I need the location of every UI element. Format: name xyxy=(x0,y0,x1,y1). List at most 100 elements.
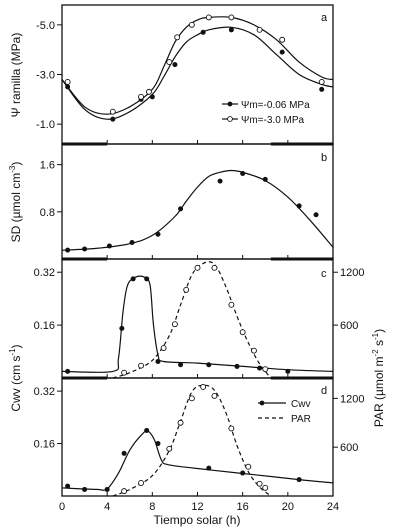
data-point-d-1-4 xyxy=(188,395,195,402)
data-point-b-0-3 xyxy=(129,239,135,245)
y-axis-label-b-main: SD (µmol cm xyxy=(9,173,23,243)
data-point-a-1-0 xyxy=(64,78,71,85)
x-axis-label: Tiempo solar (h) xyxy=(154,513,241,527)
data-point-b-0-4 xyxy=(155,231,161,237)
data-point-d-1-1 xyxy=(138,480,144,486)
y2-tick-label-d-1: 1200 xyxy=(340,393,364,405)
y-tick-label-b-1: 1.6 xyxy=(40,160,55,172)
series-line-c-0 xyxy=(61,275,334,373)
legend-d-text-par: PAR xyxy=(291,414,311,425)
y-tick-label-a-2: -5.0 xyxy=(36,20,55,32)
data-point-b-0-5 xyxy=(178,206,184,212)
series-line-c-1 xyxy=(112,261,272,379)
y-axis-label-cwv: Cwv (cm s-1) xyxy=(8,344,23,411)
data-point-a-1-4 xyxy=(166,59,173,66)
data-point-b-0-0 xyxy=(65,247,71,253)
series-line-d-1 xyxy=(112,384,272,497)
y-tick-label-c-0: 0.16 xyxy=(34,320,55,332)
y-tick-label-d-1: 0.32 xyxy=(34,386,55,398)
data-point-c-1-6 xyxy=(211,264,218,271)
data-point-c-0-4 xyxy=(155,358,161,364)
data-point-a-1-5 xyxy=(174,34,181,41)
data-point-d-1-2 xyxy=(166,445,173,452)
legend-a: Ψm=-0.06 MPa Ψm=-3.0 MPa xyxy=(222,100,310,126)
data-point-c-0-3 xyxy=(144,276,150,282)
data-point-d-0-4 xyxy=(144,427,150,433)
legend-d-marker-cwv xyxy=(259,400,265,406)
data-point-d-1-0 xyxy=(121,488,128,495)
y-tick-label-d-0: 0.16 xyxy=(34,439,55,451)
data-point-a-0-7 xyxy=(279,49,285,55)
y-axis-label-cwv-sup: -1 xyxy=(8,348,17,356)
panel-letter-a: a xyxy=(321,12,328,24)
data-point-a-1-7 xyxy=(205,14,212,21)
y2-axis-label-par-sup1: -2 xyxy=(371,349,380,357)
data-point-b-0-1 xyxy=(82,246,88,252)
panel-letter-c: c xyxy=(321,268,327,280)
y2-axis-label-par-mid: s xyxy=(372,340,386,349)
y2-axis-label-par-sup2: -1 xyxy=(371,332,380,340)
data-point-b-0-2 xyxy=(106,243,112,249)
data-point-d-0-1 xyxy=(82,486,88,492)
data-point-d-0-6 xyxy=(206,465,212,471)
y-axis-label-b: SD (µmol cm-3) xyxy=(8,162,23,243)
y-tick-label-b-0: 0.8 xyxy=(40,207,55,219)
x-tick-label-2: 8 xyxy=(149,501,155,513)
y-axis-label-a: Ψ ramilla (MPa) xyxy=(9,33,23,118)
data-point-a-1-9 xyxy=(256,26,263,33)
data-point-a-0-5 xyxy=(200,29,206,35)
data-point-a-1-6 xyxy=(188,21,195,28)
data-point-b-0-9 xyxy=(296,203,302,209)
x-tick-label-0: 0 xyxy=(59,501,65,513)
data-point-b-0-8 xyxy=(262,176,268,182)
data-point-c-1-2 xyxy=(160,345,167,351)
data-point-a-1-1 xyxy=(109,108,116,115)
data-point-c-1-4 xyxy=(183,286,190,293)
y-axis-label-b-end: ) xyxy=(9,162,23,166)
night-bars xyxy=(62,142,333,380)
data-point-d-0-5 xyxy=(155,441,161,447)
y-tick-label-a-0: -1.0 xyxy=(36,119,55,131)
data-point-c-1-3 xyxy=(171,321,178,328)
data-point-c-1-10 xyxy=(262,366,269,373)
data-point-c-1-8 xyxy=(239,329,246,336)
data-point-c-0-1 xyxy=(119,325,125,331)
y-axis-label-cwv-main: Cwv (cm s xyxy=(9,356,23,412)
data-point-c-1-1 xyxy=(138,362,144,369)
data-point-d-1-6 xyxy=(211,392,218,399)
data-point-a-0-8 xyxy=(319,86,325,92)
x-tick-label-1: 4 xyxy=(104,501,110,513)
data-point-c-0-7 xyxy=(234,363,240,369)
y-axis-label-b-sup: -3 xyxy=(8,165,17,173)
series-line-d-0 xyxy=(61,430,334,491)
data-point-b-0-10 xyxy=(313,212,319,218)
data-point-c-1-5 xyxy=(194,264,201,271)
y2-tick-label-c-0: 600 xyxy=(340,320,358,332)
panel-letter-d: d xyxy=(321,385,327,397)
data-point-d-1-7 xyxy=(228,425,235,432)
legend-a-text-1: Ψm=-0.06 MPa xyxy=(241,100,310,111)
data-point-c-0-5 xyxy=(178,362,184,368)
data-point-a-0-6 xyxy=(228,27,234,33)
panel-letter-b: b xyxy=(321,152,327,164)
data-point-c-0-9 xyxy=(285,368,291,374)
x-tick-label-6: 24 xyxy=(327,501,339,513)
data-point-a-1-2 xyxy=(138,93,144,100)
legend-a-text-2: Ψm=-3.0 MPa xyxy=(241,115,305,126)
data-point-d-0-7 xyxy=(240,470,246,476)
data-point-d-1-5 xyxy=(200,384,207,390)
x-tick-label-4: 16 xyxy=(237,501,249,513)
data-point-d-0-0 xyxy=(65,483,71,489)
data-point-c-1-9 xyxy=(251,347,257,354)
data-point-a-1-8 xyxy=(228,14,235,21)
data-point-d-1-10 xyxy=(262,484,269,491)
data-point-c-0-2 xyxy=(130,276,136,282)
data-point-b-0-7 xyxy=(240,170,246,176)
data-point-d-0-3 xyxy=(121,450,127,456)
data-point-a-1-11 xyxy=(318,78,325,85)
data-point-c-1-0 xyxy=(121,369,128,376)
x-tick-label-3: 12 xyxy=(191,501,203,513)
legend-d: Cwv PAR xyxy=(258,399,311,425)
y-tick-label-c-1: 0.32 xyxy=(34,267,55,279)
